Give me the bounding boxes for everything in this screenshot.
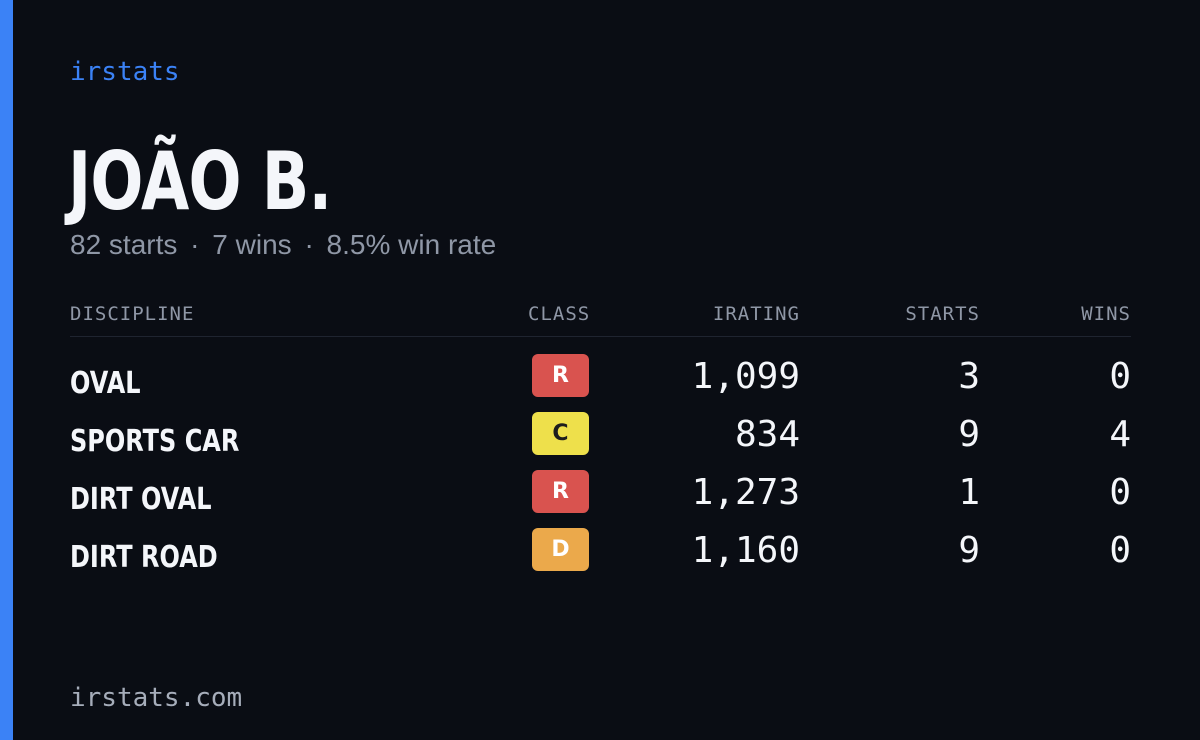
irating-value: 834	[734, 414, 800, 455]
table-row: SPORTS CAR C 834 9 4	[70, 412, 1131, 470]
accent-bar	[0, 0, 13, 740]
starts-value: 9	[958, 414, 980, 455]
header-divider	[70, 336, 1131, 337]
wins-value: 0	[1109, 356, 1131, 397]
discipline-name: DIRT OVAL	[70, 482, 212, 517]
class-badge: D	[532, 528, 589, 571]
discipline-name: SPORTS CAR	[70, 424, 240, 459]
irating-value: 1,160	[691, 530, 800, 571]
starts-summary: 82 starts	[70, 229, 178, 260]
header-discipline: DISCIPLINE	[70, 303, 195, 325]
summary-separator: ·	[304, 229, 314, 260]
class-badge: C	[532, 412, 589, 455]
discipline-name: DIRT ROAD	[70, 540, 218, 575]
class-badge: R	[532, 470, 589, 513]
header-wins: WINS	[1081, 303, 1131, 325]
discipline-name: OVAL	[70, 366, 141, 401]
table-row: DIRT ROAD D 1,160 9 0	[70, 528, 1131, 586]
wins-value: 0	[1109, 472, 1131, 513]
table-row: OVAL R 1,099 3 0	[70, 354, 1131, 412]
header-irating: IRATING	[712, 303, 800, 325]
irating-value: 1,099	[691, 356, 800, 397]
starts-value: 9	[958, 530, 980, 571]
driver-name: JOÃO B.	[68, 135, 332, 228]
summary-separator: ·	[190, 229, 200, 260]
driver-summary: 82 starts · 7 wins · 8.5% win rate	[70, 228, 496, 262]
win-rate-summary: 8.5% win rate	[326, 229, 497, 260]
wins-value: 0	[1109, 530, 1131, 571]
brand-logo: irstats	[70, 57, 180, 87]
header-starts: STARTS	[905, 303, 980, 325]
wins-summary: 7 wins	[212, 229, 292, 260]
wins-value: 4	[1109, 414, 1131, 455]
irating-value: 1,273	[691, 472, 800, 513]
starts-value: 3	[958, 356, 980, 397]
starts-value: 1	[958, 472, 980, 513]
header-class: CLASS	[528, 303, 591, 325]
footer-url: irstats.com	[70, 683, 243, 713]
class-badge: R	[532, 354, 589, 397]
table-row: DIRT OVAL R 1,273 1 0	[70, 470, 1131, 528]
